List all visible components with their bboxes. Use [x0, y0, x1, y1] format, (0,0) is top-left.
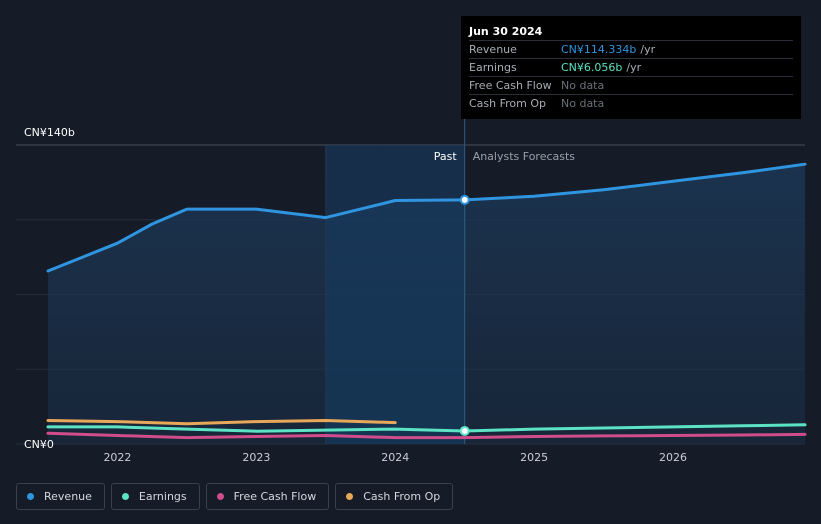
tooltip-label: Cash From Op — [469, 97, 547, 110]
legend-dot-icon — [216, 493, 224, 500]
legend-item-revenue[interactable]: Revenue — [16, 483, 105, 510]
series-line-free-cash-flow — [46, 431, 807, 440]
tooltip-date: Jun 30 2024 — [469, 25, 543, 38]
tooltip-row-cash-from-op: Cash From Op No data — [469, 94, 793, 112]
x-tick-label: 2024 — [381, 451, 409, 464]
legend-label: Free Cash Flow — [233, 490, 317, 503]
y-tick-label: CN¥140b — [24, 126, 75, 139]
past-label: Past — [434, 150, 458, 163]
forecast-label: Analysts Forecasts — [473, 150, 576, 163]
tooltip-row-earnings: Earnings CN¥6.056b /yr — [469, 58, 793, 76]
legend-dot-icon — [27, 493, 34, 500]
series-line-earnings — [46, 423, 807, 433]
tooltip-label: Earnings — [469, 61, 517, 74]
tooltip-value: No data — [561, 79, 605, 92]
chart-legend: Revenue Earnings Free Cash Flow Cash Fro… — [16, 483, 454, 510]
tooltip-label: Revenue — [469, 43, 517, 56]
tooltip-unit: /yr — [640, 43, 656, 56]
legend-item-earnings[interactable]: Earnings — [110, 483, 200, 510]
highlight-point — [459, 425, 470, 436]
series-line-cash-from-op — [46, 419, 397, 426]
y-tick-label: CN¥0 — [24, 438, 54, 451]
tooltip-value: CN¥114.334b — [561, 43, 637, 56]
tooltip-value: CN¥6.056b — [561, 61, 623, 74]
legend-dot-icon — [346, 493, 354, 500]
legend-item-cash-from-op[interactable]: Cash From Op — [335, 483, 454, 510]
legend-dot-icon — [121, 493, 129, 500]
tooltip-unit: /yr — [626, 61, 642, 74]
x-tick-label: 2022 — [103, 451, 131, 464]
tooltip-label: Free Cash Flow — [469, 79, 552, 92]
highlight-point — [459, 194, 470, 205]
legend-label: Revenue — [44, 490, 92, 503]
x-tick-label: 2026 — [659, 451, 687, 464]
past-region-band — [325, 145, 465, 444]
legend-item-free-cash-flow[interactable]: Free Cash Flow — [205, 483, 330, 510]
x-tick-label: 2025 — [520, 451, 548, 464]
series-line-revenue — [46, 162, 807, 273]
tooltip-value: No data — [561, 97, 605, 110]
x-tick-label: 2023 — [242, 451, 270, 464]
tooltip-row-free-cash-flow: Free Cash Flow No data — [469, 76, 793, 94]
data-tooltip: Jun 30 2024 Revenue CN¥114.334b /yr Earn… — [461, 16, 801, 119]
tooltip-row-revenue: Revenue CN¥114.334b /yr — [469, 40, 793, 58]
legend-label: Earnings — [138, 490, 187, 503]
legend-label: Cash From Op — [363, 490, 441, 503]
